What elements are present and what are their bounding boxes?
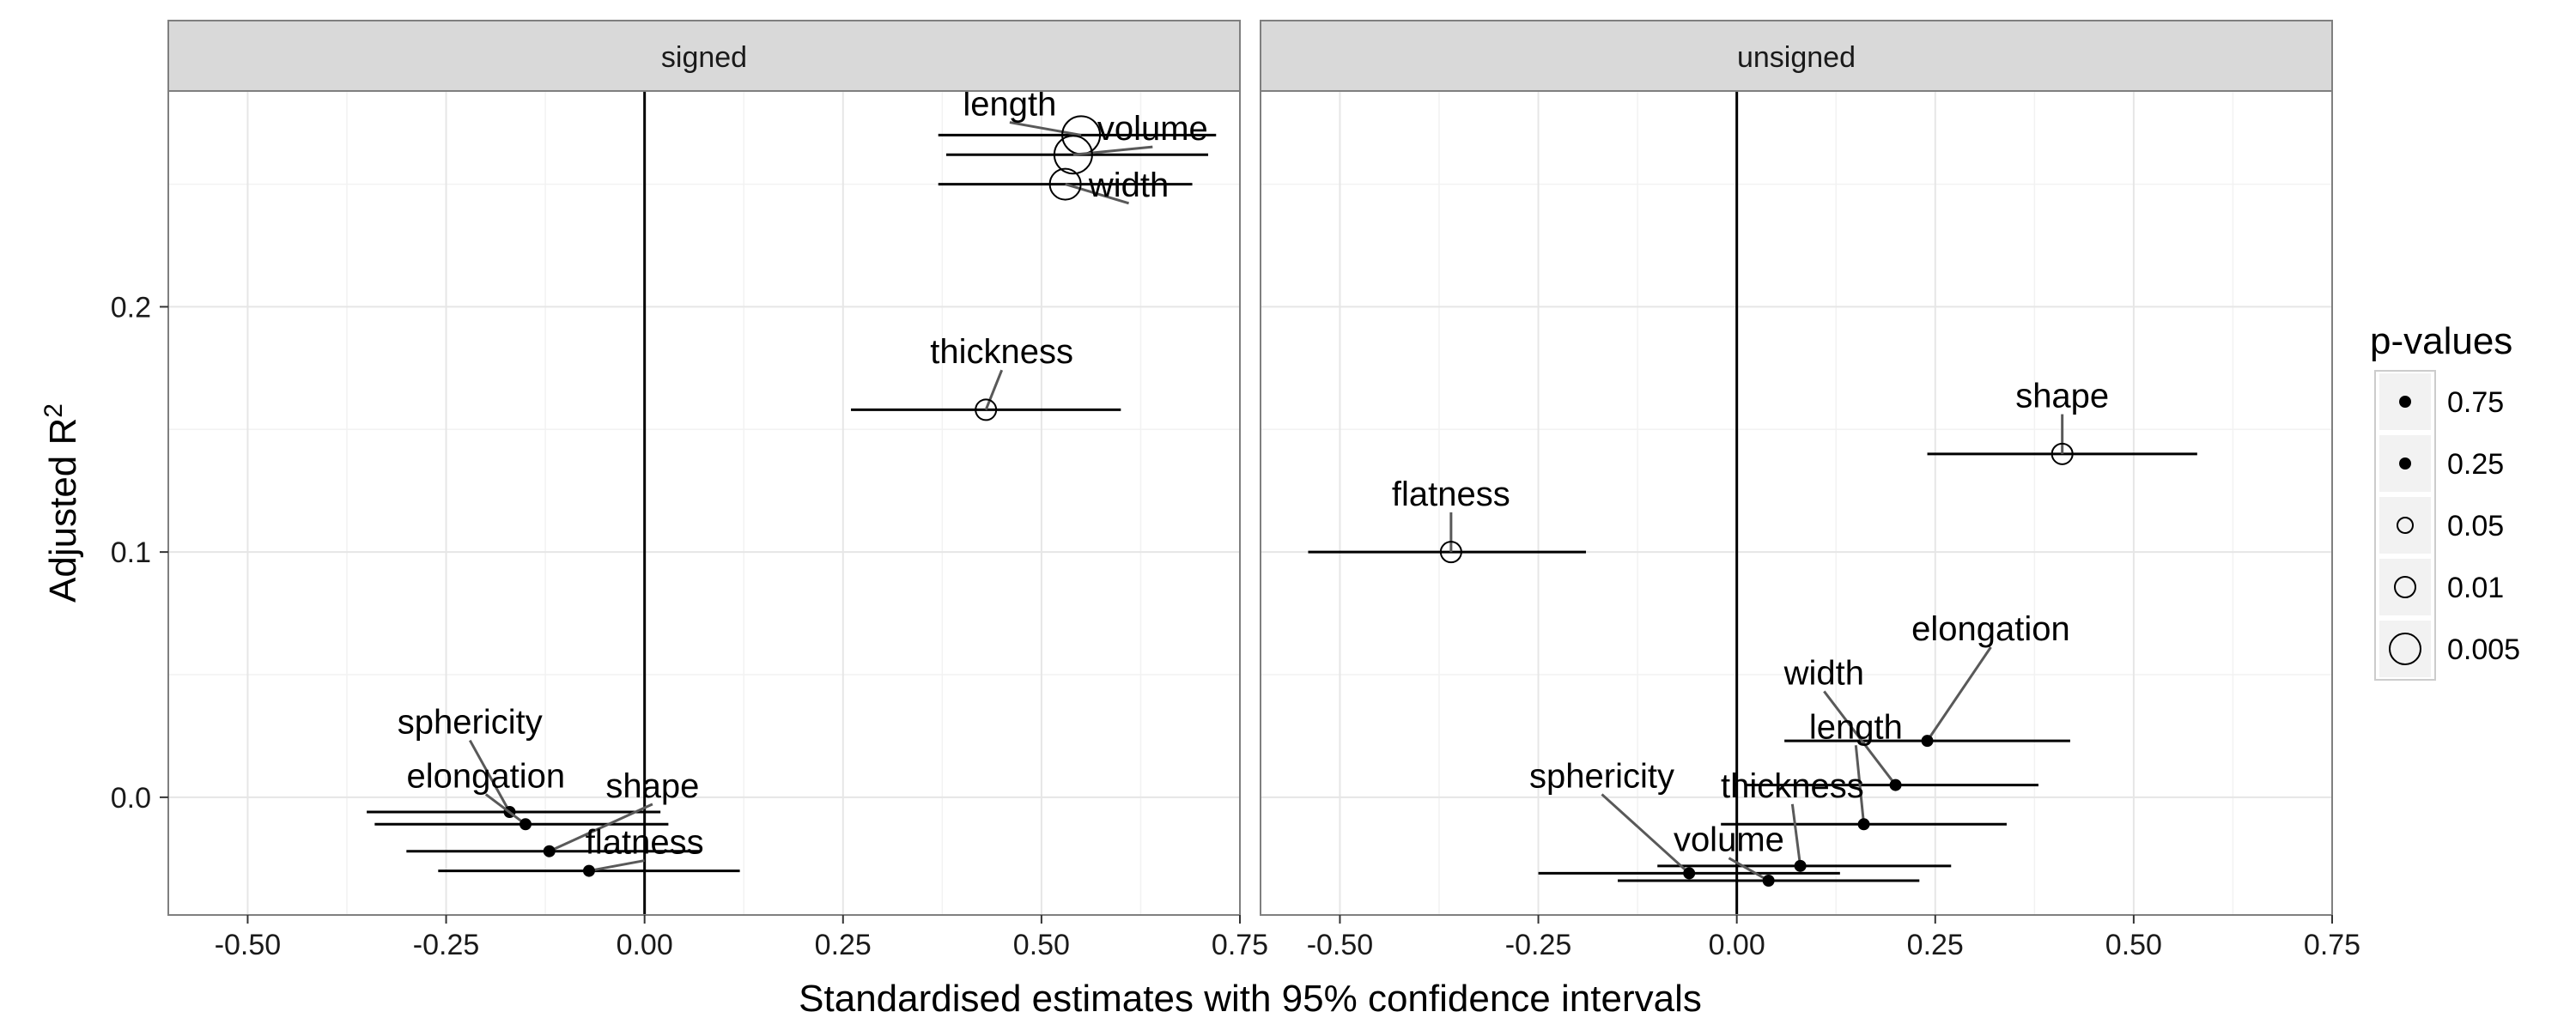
marks-signed: lengthvolumewidththicknesssphericityelon…	[367, 86, 1217, 877]
point-thickness	[1794, 859, 1807, 872]
strip-signed	[167, 20, 1241, 92]
label-shape: shape	[605, 767, 699, 805]
legend-key-bg	[2378, 557, 2433, 617]
legend-key-bg	[2378, 495, 2433, 555]
label-elongation: elongation	[406, 757, 565, 795]
x-axis-signed: -0.50 -0.25 0.00 0.25 0.50 0.75	[215, 915, 1268, 961]
y-axis-title-main: Adjusted R	[42, 418, 84, 603]
point-elongation	[519, 818, 532, 831]
marks-unsigned: shape flatness elongation width length thickn…	[1308, 378, 2197, 887]
label-thickness: thickness	[930, 333, 1073, 371]
leader-length	[1854, 745, 1866, 825]
y-tick-label: 0.0	[111, 782, 151, 815]
x-tick-label: 0.00	[1709, 929, 1765, 961]
leader-elongation	[484, 793, 526, 826]
leader-volume	[1072, 145, 1153, 156]
legend-symbol	[2399, 396, 2411, 408]
leader-elongation	[1926, 646, 1992, 742]
plot-bg-signed	[168, 91, 1240, 915]
leader-flatness	[588, 859, 645, 873]
panel-unsigned: unsigned shape flatness elongation width len…	[1260, 20, 2333, 916]
point-elongation	[1921, 735, 1934, 748]
x-tick-label: -0.50	[215, 929, 282, 961]
x-tick-label: -0.25	[413, 929, 480, 961]
legend-symbol	[2399, 457, 2411, 470]
legend: p-values 0.75 0.25 0.05 0.01 0.005	[2370, 320, 2520, 681]
y-tick-label: 0.2	[111, 291, 151, 324]
panel-signed: signed lengthvolumewidththicknessspheric…	[167, 20, 1241, 916]
x-axis-unsigned: -0.50 -0.25 0.00 0.25 0.50 0.75	[1307, 915, 2360, 961]
x-axis-title: Standardised estimates with 95% confiden…	[799, 978, 1702, 1020]
legend-key-bg	[2378, 619, 2433, 679]
x-tick-label: 0.25	[815, 929, 872, 961]
point-shape	[543, 845, 556, 857]
label-thickness: thickness	[1721, 767, 1864, 805]
leader-sphericity	[1601, 793, 1691, 875]
plot-border-unsigned	[1260, 90, 2333, 916]
legend-symbol	[2394, 576, 2416, 598]
leader-length	[1009, 121, 1082, 136]
leader-sphericity	[468, 739, 511, 813]
label-elongation: elongation	[1911, 610, 2070, 648]
y-axis-title: Adjusted R2	[39, 403, 84, 603]
point-flatness	[582, 864, 595, 877]
label-shape: shape	[2015, 378, 2109, 415]
x-tick-label: 0.75	[2304, 929, 2360, 961]
y-axis: 0.0 0.1 0.2	[111, 291, 168, 815]
legend-keys: 0.75 0.25 0.05 0.01 0.005	[2374, 370, 2520, 681]
x-tick-label: -0.25	[1505, 929, 1572, 961]
point-shape	[2050, 442, 2074, 465]
label-width: width	[1088, 167, 1169, 204]
leader-thickness	[1790, 803, 1802, 867]
x-tick-label: 0.50	[2105, 929, 2162, 961]
leader-volume	[1728, 857, 1770, 882]
x-tick-label: 0.75	[1212, 929, 1268, 961]
point-width	[1889, 779, 1902, 791]
point-volume	[1762, 875, 1775, 887]
leader-width	[1823, 690, 1897, 786]
point-width	[1048, 167, 1082, 201]
legend-label: 0.05	[2447, 510, 2504, 542]
y-axis-title-superscript: 2	[39, 403, 68, 418]
legend-label: 0.005	[2447, 633, 2520, 666]
label-sphericity: sphericity	[1529, 757, 1674, 795]
legend-label: 0.75	[2447, 386, 2504, 419]
x-tick-label: -0.50	[1307, 929, 1374, 961]
grid-unsigned	[1261, 91, 2333, 915]
x-tick-label: 0.50	[1013, 929, 1070, 961]
label-length: length	[1809, 708, 1903, 746]
label-flatness: flatness	[1392, 476, 1510, 513]
legend-symbol	[2397, 517, 2414, 534]
legend-label: 0.25	[2447, 448, 2504, 481]
plot-border-signed	[167, 90, 1241, 916]
strip-title-unsigned: unsigned	[1737, 41, 1856, 74]
y-tick-label: 0.1	[111, 536, 151, 569]
point-length	[1857, 818, 1870, 831]
label-flatness: flatness	[586, 824, 704, 862]
strip-unsigned	[1260, 20, 2333, 92]
point-volume	[1053, 135, 1093, 175]
legend-label: 0.01	[2447, 572, 2504, 604]
label-width: width	[1783, 654, 1864, 692]
label-volume: volume	[1674, 821, 1784, 859]
point-sphericity	[1683, 867, 1696, 880]
label-volume: volume	[1097, 110, 1208, 148]
legend-symbol	[2389, 633, 2421, 665]
leader-width	[1065, 183, 1130, 205]
leader-thickness	[984, 369, 1004, 410]
strip-title-signed: signed	[661, 41, 747, 74]
label-sphericity: sphericity	[398, 704, 543, 742]
leader-shape	[549, 803, 653, 853]
point-flatness	[1439, 541, 1462, 564]
point-thickness	[975, 398, 998, 421]
x-tick-label: 0.00	[617, 929, 673, 961]
legend-title: p-values	[2370, 320, 2512, 362]
x-tick-label: 0.25	[1907, 929, 1964, 961]
